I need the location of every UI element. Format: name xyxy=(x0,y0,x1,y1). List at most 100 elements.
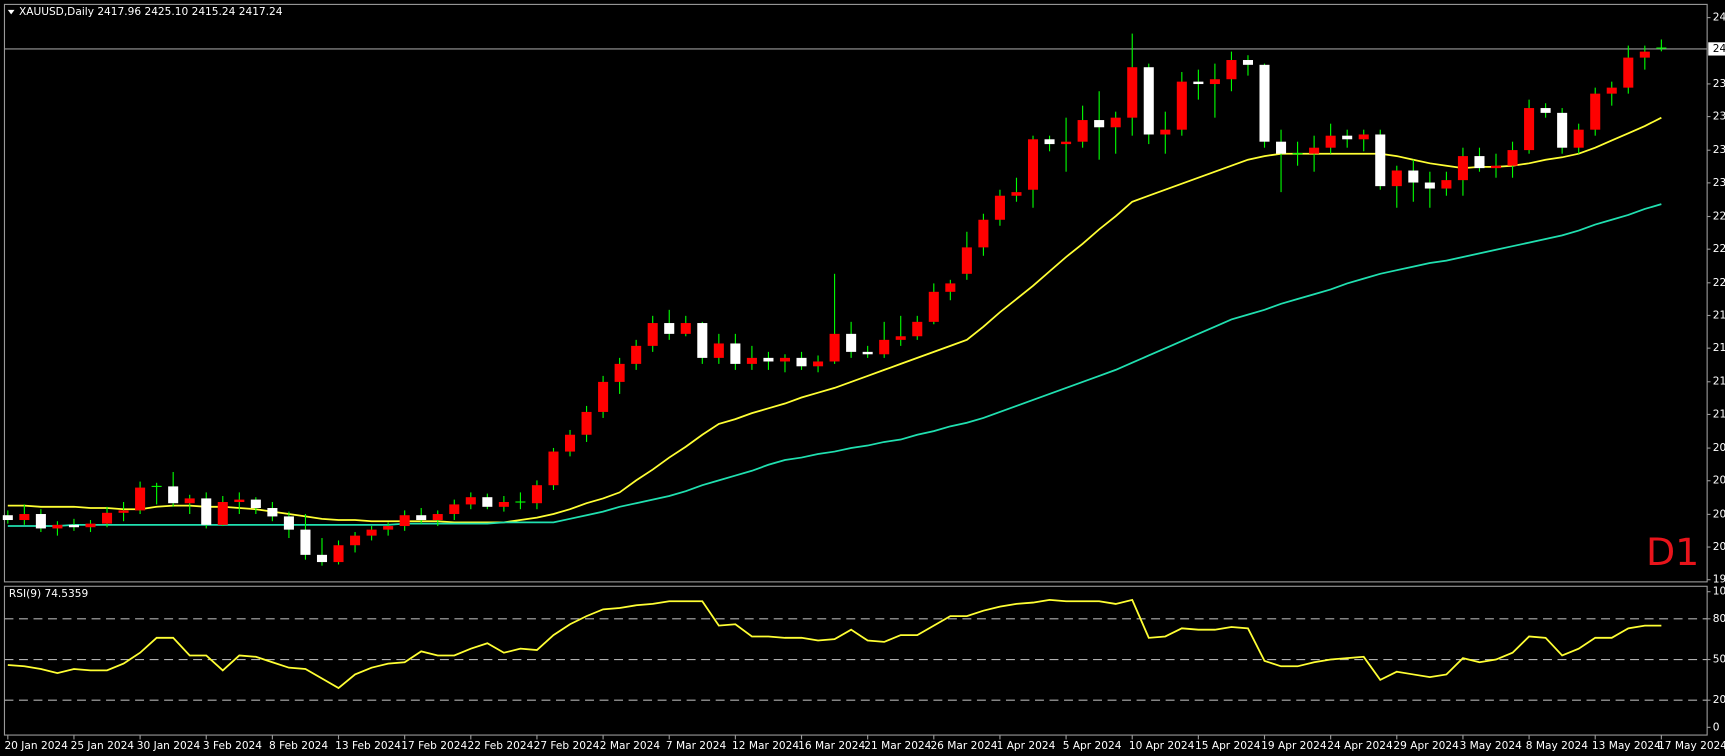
candle-body xyxy=(829,333,840,362)
current-price-label: 2417.24 xyxy=(1713,43,1725,55)
y-tick-label: 2195.30 xyxy=(1713,310,1725,322)
x-tick-label: 29 Apr 2024 xyxy=(1393,740,1459,752)
candle-body xyxy=(1209,79,1220,85)
candle-body xyxy=(862,351,873,355)
candle-body xyxy=(1391,170,1402,187)
candle-body xyxy=(994,195,1005,220)
y-tick-label: 2140.10 xyxy=(1713,376,1725,388)
y-tick-label: 1975.30 xyxy=(1713,574,1725,586)
rsi-panel-frame xyxy=(3,585,1708,736)
candle-body xyxy=(1276,141,1287,154)
main-panel-frame xyxy=(3,3,1708,583)
x-tick-label: 25 Jan 2024 xyxy=(71,740,135,752)
candle-body xyxy=(1027,139,1039,190)
candle-body xyxy=(267,508,278,517)
candle-body xyxy=(35,514,46,529)
candle-body xyxy=(846,333,857,352)
x-tick-label: 13 Feb 2024 xyxy=(335,740,401,752)
candle-body xyxy=(1490,165,1502,169)
candle-body xyxy=(1424,182,1435,189)
candle-body xyxy=(945,283,956,292)
candle-body xyxy=(2,515,13,521)
y-tick-label: 2332.90 xyxy=(1713,144,1725,156)
candle-body xyxy=(895,336,906,340)
y-tick-label: 2277.70 xyxy=(1713,211,1725,223)
candle-body xyxy=(1474,156,1485,169)
y-tick-label: 50 xyxy=(1713,654,1725,666)
candle-body xyxy=(85,523,96,528)
y-tick-label: 2029.70 xyxy=(1713,508,1725,520)
candle-body xyxy=(1061,141,1072,145)
x-tick-label: 8 Feb 2024 xyxy=(269,740,328,752)
candle-body xyxy=(1077,120,1088,142)
candle-body xyxy=(1408,170,1419,183)
candle-body xyxy=(1226,60,1237,80)
candle-body xyxy=(697,323,708,358)
candle-body xyxy=(1110,117,1121,128)
candle-body xyxy=(912,321,923,337)
candle-body xyxy=(465,497,476,505)
y-tick-label: 2057.70 xyxy=(1713,475,1725,487)
candle-body xyxy=(1441,180,1452,189)
y-tick-label: 2250.50 xyxy=(1713,243,1725,255)
candle-body xyxy=(796,357,807,367)
candle-body xyxy=(1094,120,1105,128)
candle-body xyxy=(564,434,576,452)
x-tick-label: 7 Mar 2024 xyxy=(666,740,727,752)
x-tick-label: 16 Mar 2024 xyxy=(798,740,865,752)
candle-body xyxy=(1457,156,1468,181)
candle-body xyxy=(19,514,30,521)
candle-body xyxy=(531,485,542,504)
candle-body xyxy=(614,363,625,382)
candle-body xyxy=(961,247,972,274)
candle-body xyxy=(416,515,427,521)
menu-triangle[interactable] xyxy=(7,9,15,15)
candle-body xyxy=(102,512,113,524)
candle-body xyxy=(482,497,493,507)
candle-body xyxy=(779,357,791,362)
x-tick-label: 24 Apr 2024 xyxy=(1327,740,1393,752)
candle-body xyxy=(1623,57,1634,88)
candle-body xyxy=(1325,135,1336,148)
candle-body xyxy=(201,498,212,525)
candle-body xyxy=(1590,93,1601,130)
candle-body xyxy=(1507,150,1518,166)
rsi-line xyxy=(7,598,1662,690)
candle-body xyxy=(217,502,228,525)
candle-body xyxy=(1524,108,1535,151)
candle-body xyxy=(664,323,675,334)
x-tick-label: 15 Apr 2024 xyxy=(1195,740,1261,752)
y-tick-label: 80 xyxy=(1713,613,1725,625)
candle-body xyxy=(135,487,146,511)
x-tick-label: 17 Feb 2024 xyxy=(401,740,467,752)
rsi-title: RSI(9) 74.5359 xyxy=(9,588,88,600)
x-tick-label: 20 Jan 2024 xyxy=(4,740,68,752)
x-tick-label: 19 Apr 2024 xyxy=(1261,740,1327,752)
moving-average-line xyxy=(7,116,1662,524)
candle-body xyxy=(548,451,559,486)
y-tick-label: 2305.70 xyxy=(1713,177,1725,189)
x-tick-label: 12 Mar 2024 xyxy=(732,740,799,752)
candle-body xyxy=(928,291,939,322)
candle-body xyxy=(1606,87,1617,94)
candle-body xyxy=(713,343,724,358)
y-tick-label: 0 xyxy=(1713,721,1720,733)
chart-title: XAUUSD,Daily 2417.96 2425.10 2415.24 241… xyxy=(19,6,283,18)
candle-body xyxy=(1375,134,1386,187)
x-tick-label: 10 Apr 2024 xyxy=(1129,740,1195,752)
candle-body xyxy=(1342,135,1353,140)
candle-body xyxy=(813,361,824,367)
y-tick-label: 2443.30 xyxy=(1713,12,1725,24)
candle-body xyxy=(1259,64,1270,142)
y-tick-label: 100 xyxy=(1713,586,1725,598)
y-tick-label: 2360.90 xyxy=(1713,111,1725,123)
candle-body xyxy=(1160,129,1171,135)
candle-body xyxy=(366,529,377,536)
x-tick-label: 17 May 2024 xyxy=(1658,740,1725,752)
candle-body xyxy=(118,510,129,513)
candle-body xyxy=(1193,81,1204,85)
candle-body xyxy=(1143,67,1154,135)
candle-body xyxy=(581,411,592,435)
